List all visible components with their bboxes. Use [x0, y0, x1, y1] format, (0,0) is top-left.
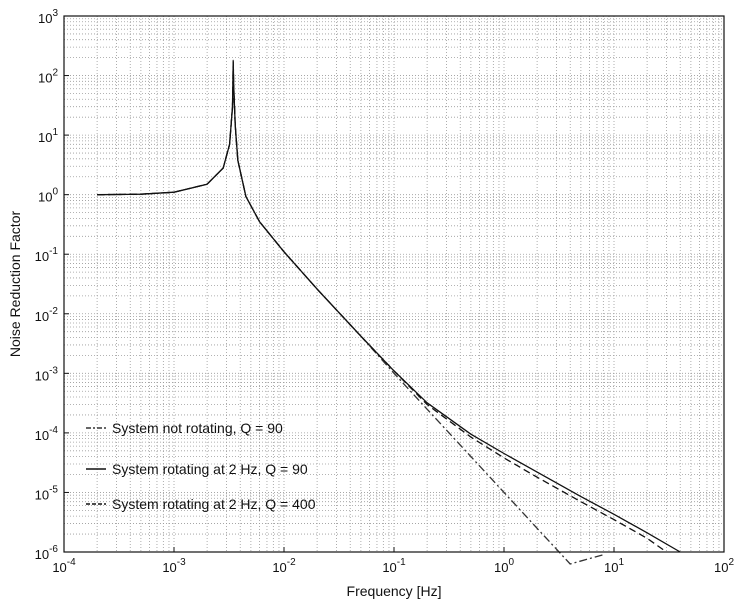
x-tick-label: 10-3	[162, 557, 186, 575]
legend: System not rotating, Q = 90 System rotati…	[86, 420, 316, 512]
x-tick-label: 10-1	[382, 557, 406, 575]
x-tick-label: 102	[714, 557, 734, 575]
legend-label-3: System rotating at 2 Hz, Q = 400	[112, 496, 316, 512]
legend-label-2: System rotating at 2 Hz, Q = 90	[112, 461, 308, 477]
y-tick-label: 10-2	[35, 306, 59, 324]
x-tick-label: 100	[494, 557, 514, 575]
x-tick-label: 101	[604, 557, 624, 575]
y-tick-label: 10-4	[35, 425, 59, 443]
y-tick-label: 10-1	[35, 246, 59, 264]
y-tick-label: 101	[38, 127, 58, 145]
y-tick-label: 10-6	[35, 544, 59, 562]
y-tick-label: 10-5	[35, 484, 59, 502]
x-tick-label: 10-4	[52, 557, 76, 575]
y-tick-label: 100	[38, 187, 58, 205]
series-line-3	[97, 77, 667, 553]
legend-label-1: System not rotating, Q = 90	[112, 420, 283, 436]
y-tick-label: 103	[38, 8, 58, 26]
y-axis-label: Noise Reduction Factor	[7, 211, 23, 358]
series-group	[97, 59, 681, 565]
grid	[64, 16, 724, 552]
y-tick-label: 10-3	[35, 365, 59, 383]
x-tick-label: 10-2	[272, 557, 296, 575]
series-line-1	[97, 59, 604, 565]
tick-labels: 10-4 10-3 10-2 10-1 100 101 102 10-6 10-5 10-4 10-…	[35, 8, 735, 575]
x-axis-label: Frequency [Hz]	[347, 583, 442, 599]
y-tick-label: 102	[38, 68, 58, 86]
